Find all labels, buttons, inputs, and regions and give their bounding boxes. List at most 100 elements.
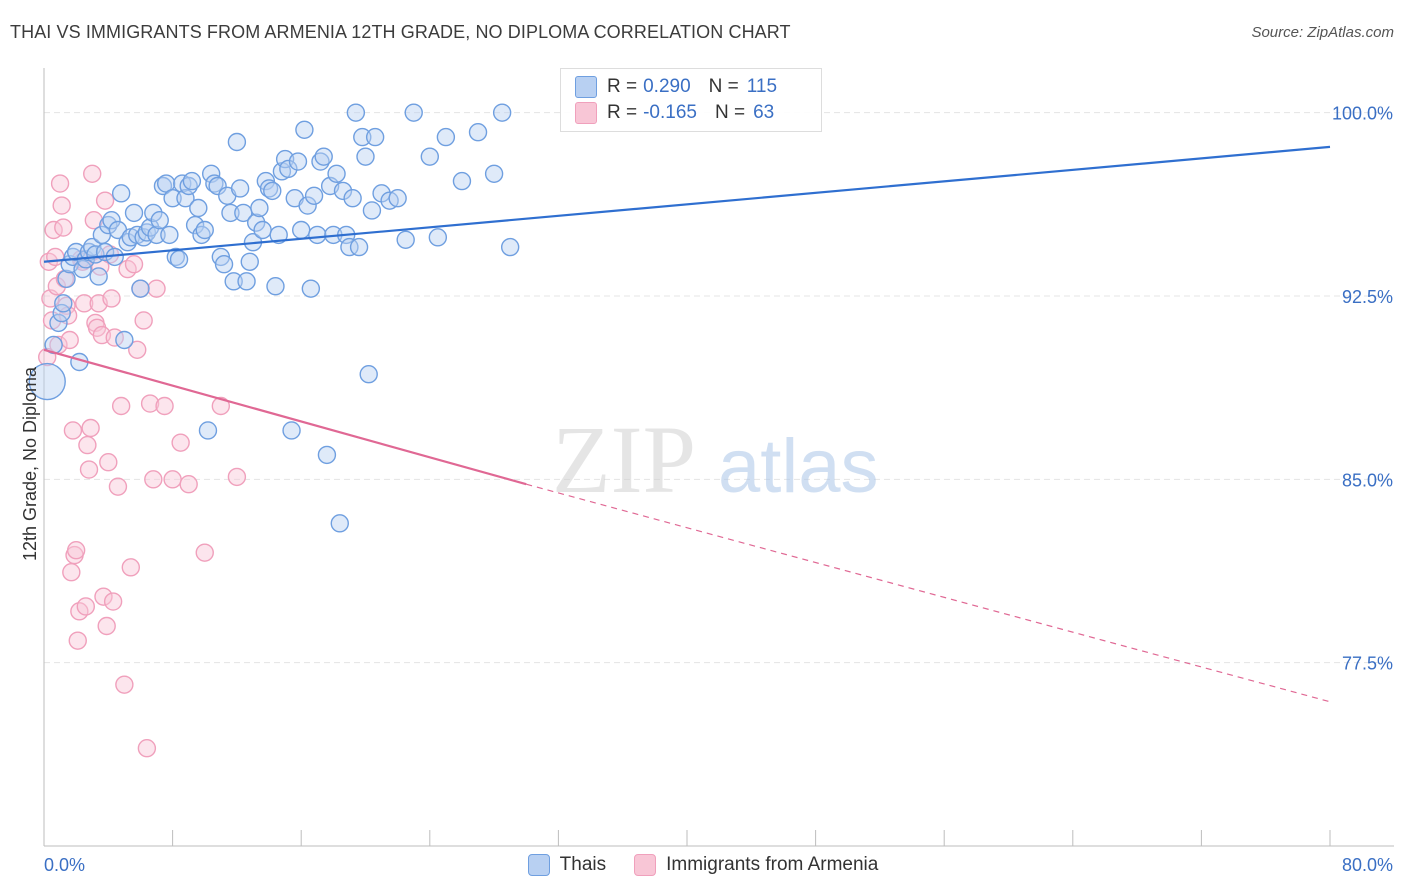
legend-swatch-pink (575, 102, 597, 124)
armenia-point (76, 597, 95, 616)
thais-point (359, 365, 378, 384)
armenia-point (144, 470, 163, 489)
legend-r-label: R = (607, 76, 638, 97)
thais-point (189, 198, 208, 218)
thais-point (115, 330, 134, 350)
thais-point (308, 225, 327, 245)
armenia-point (103, 592, 123, 611)
y-tick-label: 100.0% (1332, 104, 1393, 124)
thais-point (282, 421, 301, 440)
thais-point (144, 203, 163, 223)
watermark-atlas: atlas (718, 424, 879, 509)
legend-swatch-thais (527, 854, 550, 876)
armenia-point (66, 541, 86, 560)
armenia-point (171, 433, 190, 452)
thais-point (428, 228, 448, 247)
thais-point (102, 211, 121, 230)
thais-point (436, 127, 456, 147)
thais-point (346, 103, 366, 122)
armenia-point (137, 739, 157, 758)
chart-source: Source: ZipAtlas.com (1251, 24, 1394, 41)
thais-point (353, 127, 372, 147)
armenia-point (121, 558, 141, 577)
armenia-point (227, 467, 247, 487)
armenia-point (155, 396, 174, 416)
armenia-point (95, 191, 115, 210)
thais-point (237, 272, 256, 291)
y-tick-label: 92.5% (1342, 287, 1393, 307)
axes (43, 68, 1394, 847)
thais-point (301, 279, 321, 298)
armenia-point (50, 174, 70, 193)
thais-point (343, 189, 362, 208)
armenia-trend-extension (526, 483, 1331, 703)
thais-point (356, 147, 375, 166)
thais-point (349, 237, 369, 257)
thais-point (246, 213, 266, 232)
armenia-trend-line (43, 348, 527, 486)
thais-point (365, 127, 385, 147)
armenia-point (128, 340, 147, 359)
thais-point (198, 421, 218, 440)
thais-point (333, 181, 353, 201)
thais-point (250, 198, 269, 218)
thais-point (89, 267, 108, 286)
thais-point (57, 269, 76, 289)
thais-point (195, 220, 214, 240)
legend-r-value: -0.165 (643, 102, 697, 123)
thais-point (388, 189, 407, 208)
thais-point (404, 103, 423, 122)
thais-point (147, 225, 166, 245)
armenia-point (163, 470, 182, 489)
armenia-point (108, 477, 128, 496)
thais-point (150, 211, 169, 230)
armenia-point (102, 289, 121, 308)
thais-point (160, 225, 179, 245)
thais-point (317, 445, 337, 465)
armenia-point (78, 435, 97, 455)
legend-n-label: N = (708, 76, 739, 97)
thais-point (163, 189, 182, 208)
legend-n-label: N = (714, 102, 746, 123)
thais-point (230, 179, 250, 198)
thais-point (452, 171, 472, 191)
armenia-point (140, 394, 160, 413)
y-axis-label: 12th Grade, No Diploma (20, 366, 40, 561)
thais-point (73, 259, 92, 279)
legend-n-value: 63 (753, 102, 775, 123)
thais-point (362, 201, 382, 220)
thais-point (214, 255, 234, 274)
thais-point (327, 164, 346, 183)
thais-point (263, 181, 282, 201)
thais-point (314, 147, 333, 166)
thais-point (166, 247, 186, 267)
armenia-point (68, 631, 87, 650)
legend-label-thais: Thais (559, 854, 607, 875)
legend-row-thais: R = 0.290 N = 115 (575, 74, 777, 100)
thais-point (259, 179, 279, 198)
armenia-point (94, 587, 113, 606)
thais-point (279, 159, 298, 179)
armenia-point (52, 196, 71, 215)
thais-point (292, 220, 311, 240)
thais-point (492, 103, 512, 122)
x-tick-label-max: 80.0% (1342, 855, 1393, 875)
thais-point (330, 514, 349, 533)
armenia-point (195, 543, 214, 562)
thais-point (54, 294, 73, 313)
thais-point (131, 279, 150, 298)
trend-lines (43, 145, 1331, 703)
y-tick-label: 77.5% (1342, 654, 1393, 674)
thais-point (304, 186, 324, 205)
chart-title: THAI VS IMMIGRANTS FROM ARMENIA 12TH GRA… (10, 22, 791, 42)
legend-item-thais[interactable]: Thais (527, 854, 607, 876)
armenia-point (54, 218, 73, 237)
thais-point (266, 277, 285, 296)
armenia-point (60, 330, 79, 350)
armenia-point (97, 616, 116, 636)
legend-item-armenia[interactable]: Immigrants from Armenia (634, 854, 878, 876)
legend-r-label: R = (607, 102, 638, 123)
thais-point (182, 171, 202, 191)
legend-n-value: 115 (746, 76, 778, 97)
armenia-point (79, 460, 99, 479)
